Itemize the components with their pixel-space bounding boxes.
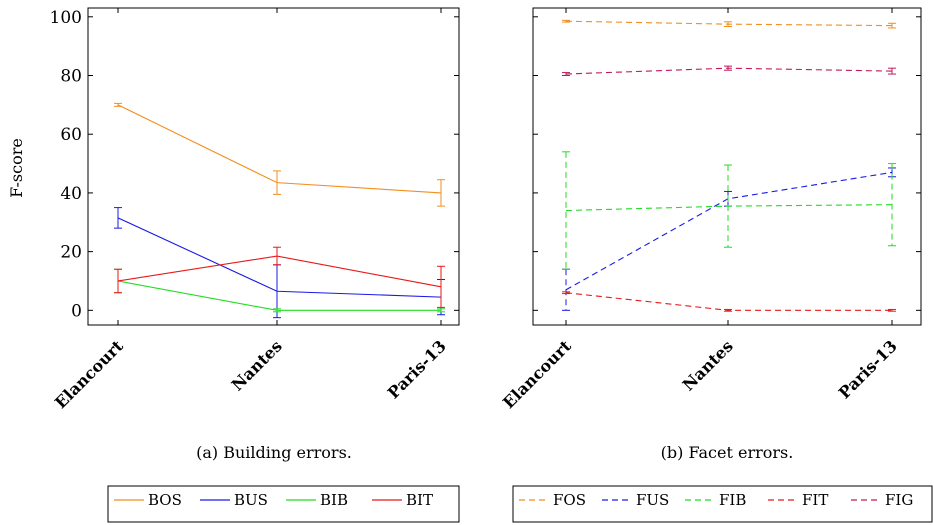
series-line-fib — [565, 204, 893, 212]
x-category-label: Paris-13 — [384, 336, 450, 402]
legend-label-fig: FIG — [885, 491, 913, 509]
legend-label-bos: BOS — [148, 491, 182, 509]
legend-label-bus: BUS — [234, 491, 268, 509]
x-category-label: Elancourt — [499, 336, 575, 412]
panel-a-frame — [87, 7, 460, 326]
panel-b-caption: (b) Facet errors. — [661, 443, 794, 462]
legend-a-box — [107, 485, 460, 523]
y-tick-label: 20 — [60, 243, 82, 263]
x-category-label: Nantes — [228, 336, 286, 394]
legend-a: BOS BUS BIB BIT — [114, 491, 433, 509]
y-tick-label: 100 — [50, 8, 82, 28]
panel-a-caption: (a) Building errors. — [196, 443, 352, 462]
panel-b-frame — [532, 7, 922, 326]
x-category-label: Paris-13 — [835, 336, 901, 402]
panel-b-x-axis: Elancourt Nantes Paris-13 — [499, 8, 901, 412]
series-line-fit — [565, 292, 892, 311]
series-line-bus — [117, 217, 442, 298]
panel-a-x-axis: Elancourt Nantes Paris-13 — [51, 8, 450, 412]
series-line-fus — [565, 171, 893, 291]
x-category-label: Nantes — [679, 336, 737, 394]
legend-label-fit: FIT — [802, 491, 828, 509]
series-line-bos — [117, 104, 442, 194]
y-tick-label: 80 — [60, 67, 82, 87]
legend-label-fus: FUS — [636, 491, 669, 509]
legend-b-box — [512, 485, 933, 523]
panel-b-plot-area — [562, 19, 896, 312]
panel-a-y-axis: 0 20 40 60 80 100 — [50, 8, 459, 321]
series-line-fig — [565, 67, 893, 75]
panel-a-ylabel: F-score — [7, 138, 26, 198]
legend-label-fib: FIB — [719, 491, 746, 509]
series-line-bit — [117, 255, 442, 288]
panel-b-y-axis — [533, 16, 921, 311]
legend-label-bit: BIT — [406, 491, 433, 509]
panel-a-plot-area — [114, 102, 445, 319]
legend-b: FOS FUS FIB FIT FIG — [519, 491, 913, 509]
legend-label-bib: BIB — [320, 491, 348, 509]
y-tick-label: 0 — [71, 301, 82, 321]
y-tick-label: 40 — [60, 184, 82, 204]
legend-label-fos: FOS — [553, 491, 586, 509]
x-category-label: Elancourt — [51, 336, 127, 412]
y-tick-label: 60 — [60, 125, 82, 145]
